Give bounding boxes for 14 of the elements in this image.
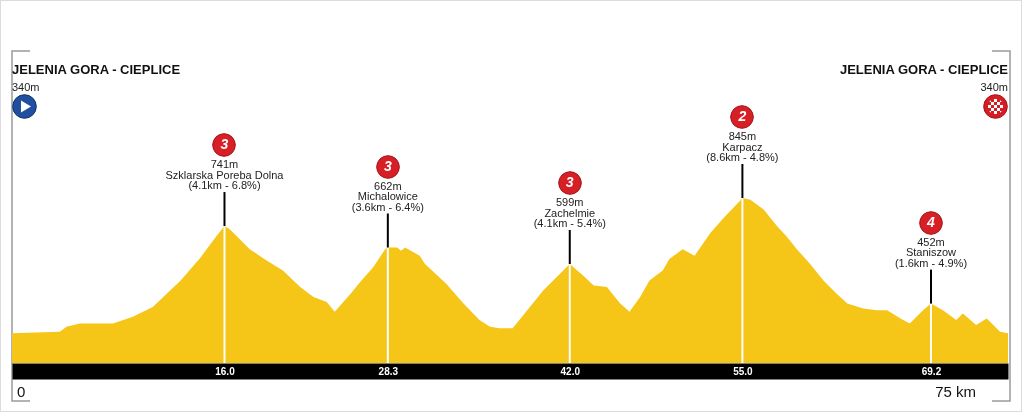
text: JELENIA GORA - CIEPLICE 340m	[12, 62, 181, 93]
text: 75 km	[935, 383, 976, 400]
annotation: 3 662m Michalowice (3.6km - 6.4%)	[351, 157, 424, 213]
annotation: 3 599m Zachelmie (4.1km - 5.4%)	[533, 174, 606, 229]
x-tick-label: 28.3	[378, 365, 399, 377]
x-tick-label: 69.2	[921, 365, 942, 377]
annotation: 4 452m Staniszow (1.6km - 4.9%)	[894, 213, 968, 269]
text: 0	[17, 383, 26, 400]
text: JELENIA GORA - CIEPLICE 340m	[839, 62, 1009, 93]
x-tick-label: 55.0	[733, 365, 754, 377]
annotation: 3 741m Szklarska Poreba Dolna (4.1km - 6.8%)	[165, 136, 285, 192]
x-tick-label: 42.0	[560, 365, 581, 377]
annotation: 2 845m Karpacz (8.6km - 4.8%)	[706, 108, 779, 163]
x-tick-label: 16.0	[215, 365, 236, 377]
